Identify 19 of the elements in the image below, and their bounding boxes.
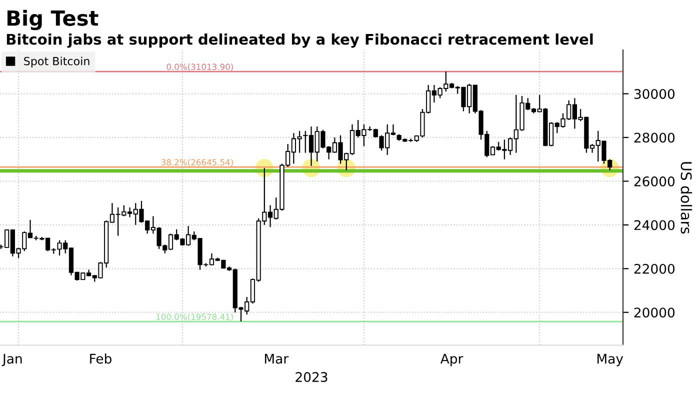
ref-line-label: 0.0%(31013.90) (166, 64, 233, 71)
y-tick-label: 24000 (634, 220, 675, 230)
x-tick-label: Mar (264, 354, 289, 364)
x-tick-label: Apr (440, 354, 464, 366)
y-tick-label: 28000 (634, 132, 675, 143)
legend-label: Spot Bitcoin (24, 56, 90, 68)
x-tick-label: Jan (2, 354, 22, 366)
x-tick-label: May (597, 354, 624, 366)
y-tick-label: 20000 (634, 308, 675, 318)
y-tick-label: 22000 (634, 264, 675, 274)
ref-line-label: 38.2%(26645.54) (162, 159, 233, 166)
chart-title: Big Test (8, 10, 98, 30)
y-axis-title: US dollars (680, 162, 692, 234)
x-axis-title: 2023 (296, 372, 328, 382)
x-tick-label: Feb (90, 353, 112, 364)
ref-line-label: 100.0%(19578.41) (156, 314, 233, 321)
y-tick-label: 26000 (634, 176, 675, 186)
y-tick-label: 30000 (634, 88, 675, 99)
chart-subtitle: Bitcoin jabs at support delineated by a key Fibonacci retracement level (6, 33, 593, 48)
